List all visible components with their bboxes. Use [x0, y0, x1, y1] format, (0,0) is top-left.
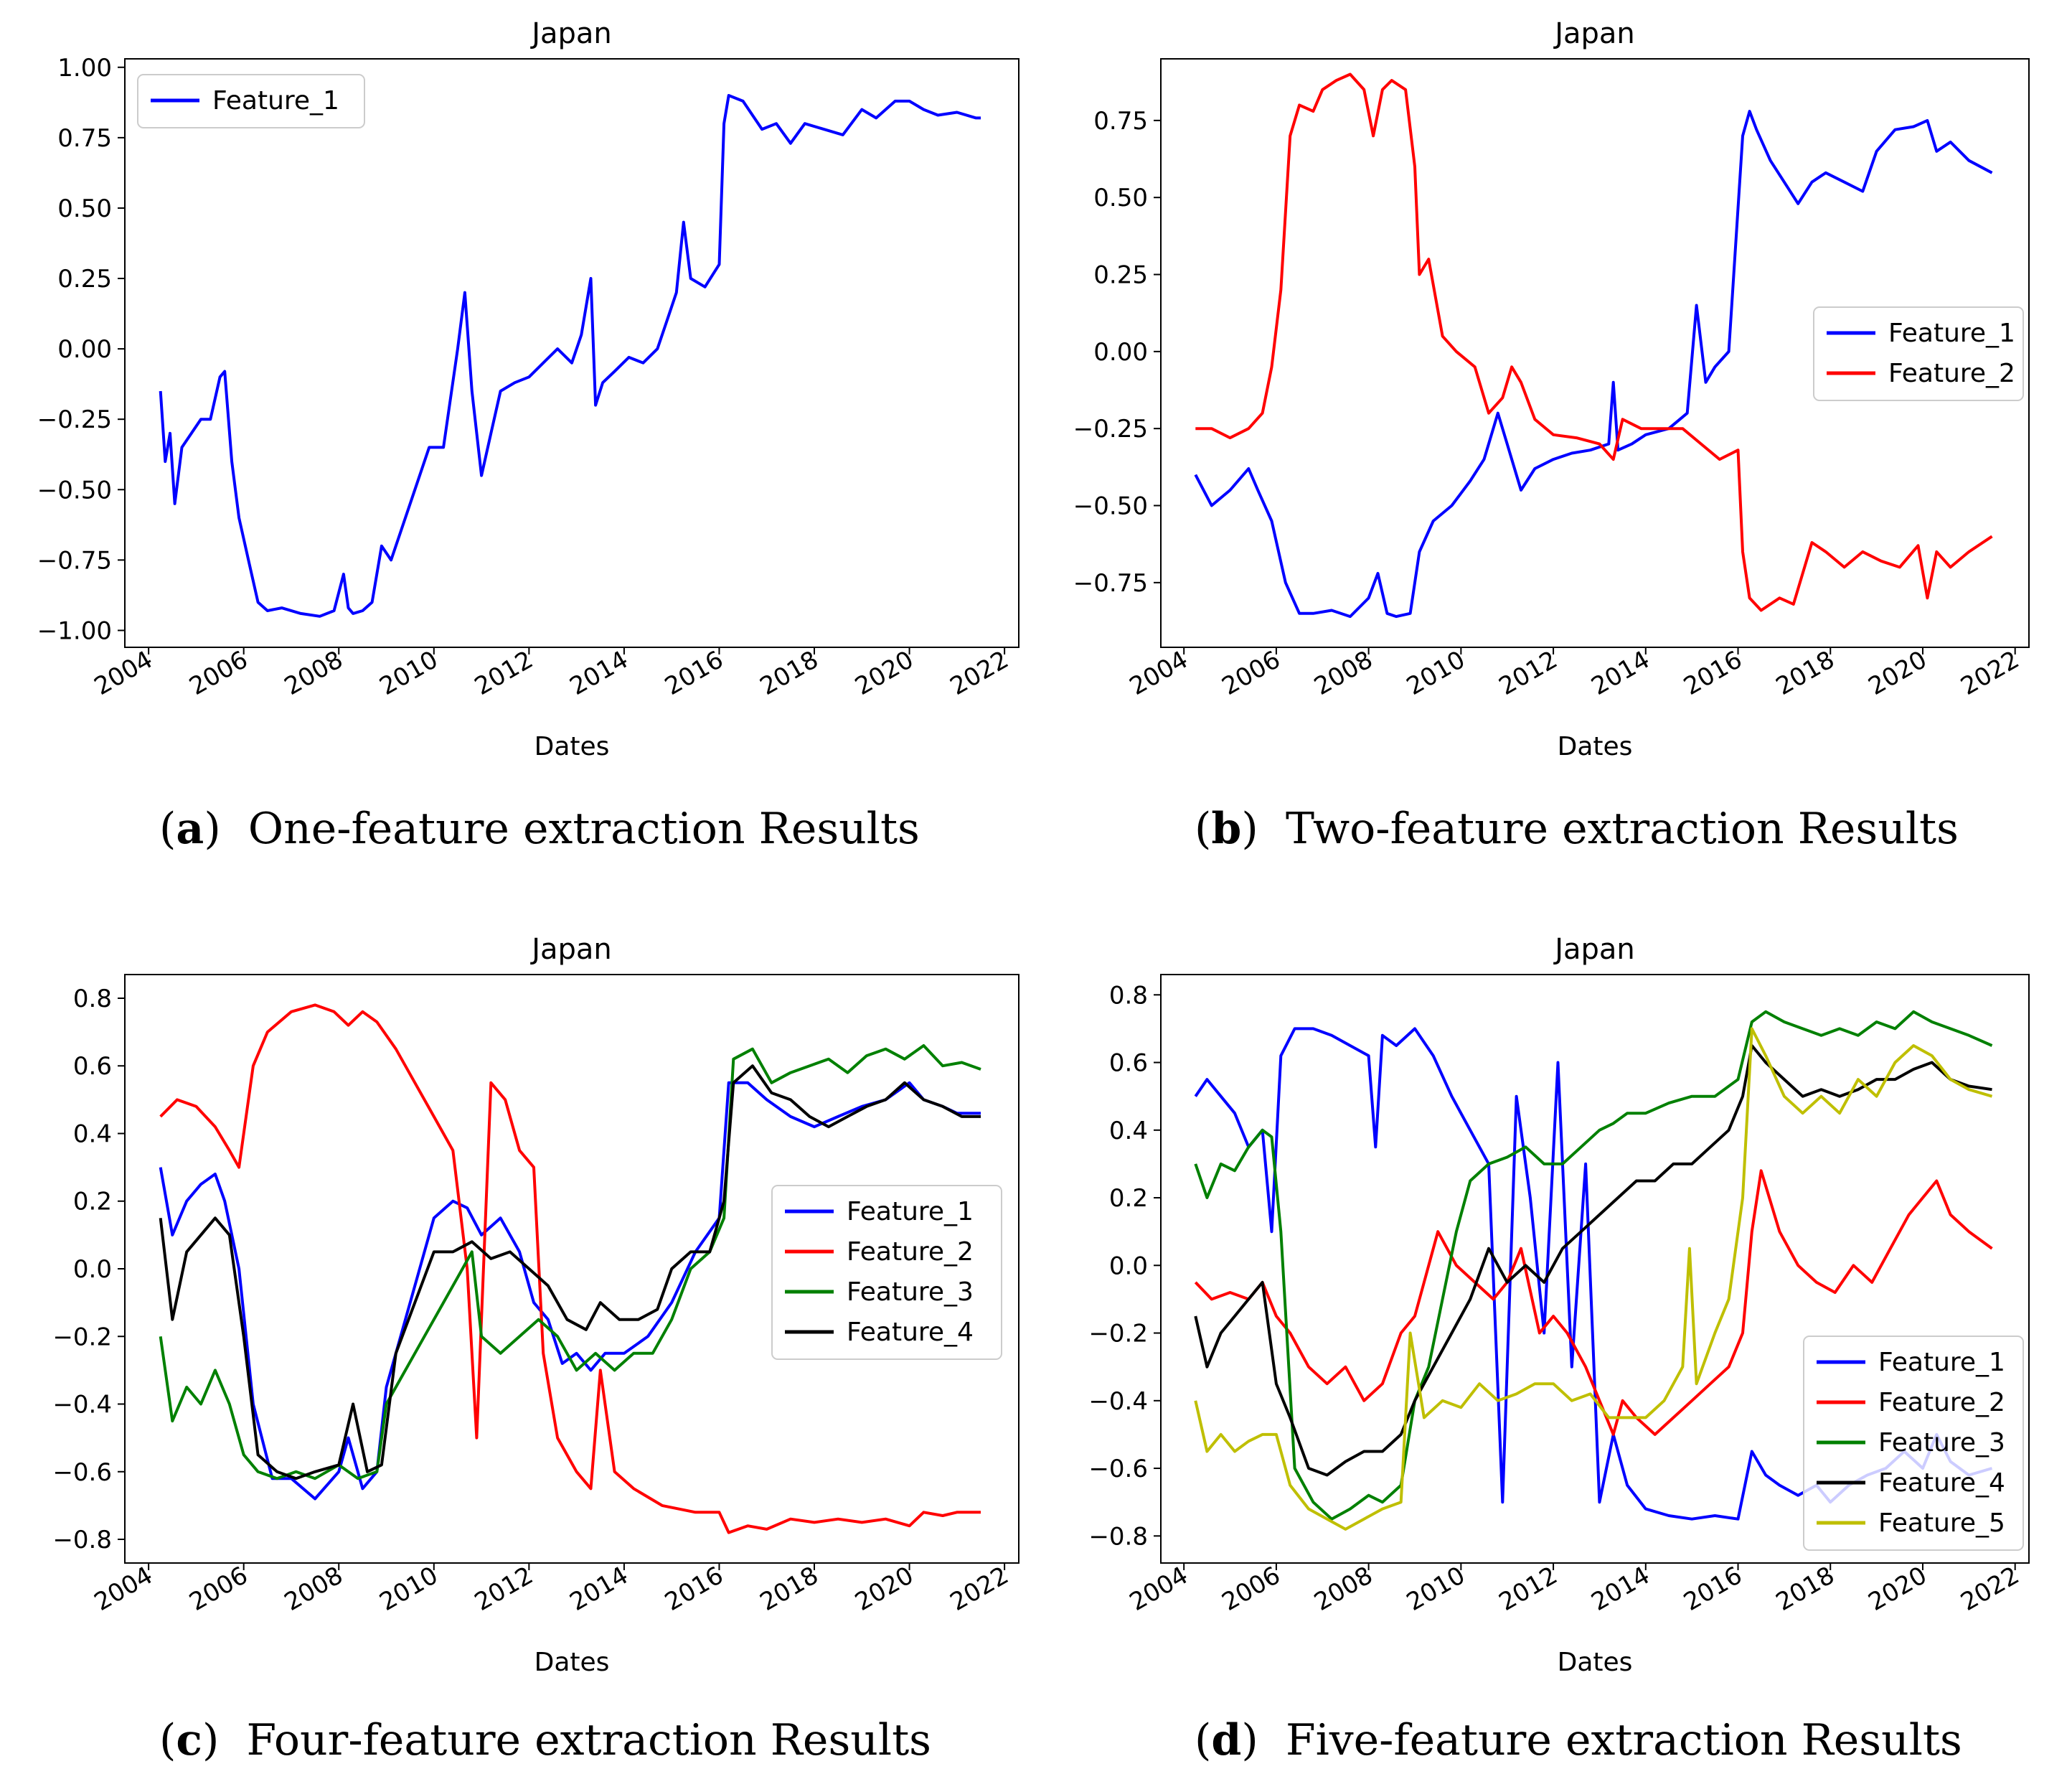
caption-b: (b) Two-feature extraction Results — [1195, 804, 1959, 854]
y-tick-label: 0.6 — [73, 1052, 112, 1081]
y-tick-label: 0.4 — [1109, 1117, 1148, 1145]
x-tick-label: 2022 — [1956, 1561, 2024, 1617]
y-tick-label: −0.25 — [1073, 415, 1148, 444]
y-tick-label: 0.8 — [73, 985, 112, 1013]
chart-title: Japan — [529, 933, 612, 966]
legend — [1813, 306, 2024, 401]
series-line-feature-1 — [1194, 110, 1993, 619]
x-tick-label: 2018 — [1771, 1561, 1840, 1617]
series-line-feature-2 — [1195, 72, 1993, 612]
x-axis-label: Dates — [535, 1648, 610, 1677]
legend-label: Feature_4 — [1878, 1468, 2005, 1498]
y-tick-label: 0.75 — [1093, 107, 1148, 136]
y-tick-label: 0.75 — [57, 124, 112, 153]
legend-label: Feature_1 — [212, 86, 339, 116]
y-tick-label: −0.6 — [52, 1458, 112, 1487]
y-tick-label: −0.2 — [1088, 1320, 1148, 1348]
x-tick-label: 2004 — [1125, 1561, 1193, 1617]
legend-label: Feature_1 — [1878, 1348, 2005, 1377]
y-tick-label: −0.2 — [52, 1323, 112, 1351]
caption-d: (d) Five-feature extraction Results — [1195, 1715, 1962, 1765]
x-axis-label: Dates — [1558, 1648, 1633, 1677]
x-tick-label: 2008 — [1309, 1561, 1378, 1617]
legend-label: Feature_3 — [847, 1277, 974, 1307]
legend-label: Feature_4 — [847, 1318, 974, 1347]
y-tick-label: 0.50 — [1093, 184, 1148, 212]
y-tick-label: 0.4 — [73, 1120, 112, 1148]
series-line-feature-2 — [1194, 1169, 1993, 1436]
series-line-feature-2 — [159, 1003, 981, 1534]
caption-c: (c) Four-feature extraction Results — [159, 1715, 931, 1765]
y-tick-label: 0.25 — [57, 265, 112, 294]
y-tick-label: 0.6 — [1109, 1049, 1148, 1078]
x-tick-label: 2014 — [1586, 1561, 1654, 1617]
series-line-feature-4 — [1194, 1044, 1992, 1477]
y-tick-label: −0.75 — [37, 546, 112, 575]
legend-label: Feature_1 — [847, 1197, 974, 1226]
y-tick-label: −0.4 — [52, 1391, 112, 1419]
legend-label: Feature_3 — [1878, 1428, 2005, 1458]
y-tick-label: −0.50 — [37, 476, 112, 504]
caption-a: (a) One-feature extraction Results — [159, 804, 920, 854]
plot-frame — [1160, 58, 2030, 648]
y-tick-label: 0.8 — [1109, 981, 1148, 1010]
chart-title: Japan — [1553, 17, 1635, 50]
legend — [771, 1185, 1002, 1360]
y-tick-label: 1.00 — [57, 54, 112, 83]
y-tick-label: 0.25 — [1093, 261, 1148, 290]
legend-label: Feature_5 — [1878, 1508, 2005, 1538]
y-tick-label: −0.6 — [1088, 1455, 1148, 1483]
legend — [137, 74, 365, 128]
x-tick-label: 2006 — [1217, 1561, 1285, 1617]
series-line-feature-1 — [159, 94, 981, 618]
y-tick-label: 0.0 — [73, 1255, 112, 1284]
plot-frame — [1160, 974, 2030, 1564]
y-tick-label: −0.8 — [1088, 1522, 1148, 1551]
chart-title: Japan — [1553, 933, 1635, 966]
series-line-feature-3 — [1194, 1010, 1993, 1521]
x-axis-label: Dates — [1558, 732, 1633, 761]
chart-title: Japan — [529, 17, 612, 50]
series-line-feature-3 — [159, 1044, 981, 1480]
series-line-feature-5 — [1194, 1027, 1993, 1531]
legend-label: Feature_2 — [847, 1237, 974, 1267]
y-tick-label: −1.00 — [37, 616, 112, 645]
y-tick-label: −0.8 — [52, 1526, 112, 1554]
y-tick-label: 0.00 — [57, 335, 112, 364]
y-tick-label: 0.2 — [73, 1188, 112, 1216]
y-tick-label: 0.50 — [57, 194, 112, 223]
legend — [1803, 1336, 2024, 1551]
y-tick-label: −0.25 — [37, 405, 112, 434]
x-tick-label: 2012 — [1494, 1561, 1563, 1617]
y-tick-label: 0.00 — [1093, 338, 1148, 367]
y-tick-label: −0.50 — [1073, 492, 1148, 521]
x-tick-label: 2016 — [1679, 1561, 1747, 1617]
y-tick-label: −0.4 — [1088, 1387, 1148, 1416]
x-tick-label: 2010 — [1402, 1561, 1470, 1617]
y-tick-label: −0.75 — [1073, 569, 1148, 598]
y-tick-label: 0.2 — [1109, 1184, 1148, 1213]
y-tick-label: 0.0 — [1109, 1252, 1148, 1280]
x-axis-label: Dates — [535, 732, 610, 761]
legend-label: Feature_2 — [1888, 359, 2015, 388]
plot-frame — [124, 58, 1019, 648]
series-line-feature-4 — [159, 1064, 981, 1480]
legend-label: Feature_1 — [1888, 319, 2015, 348]
legend-label: Feature_2 — [1878, 1388, 2005, 1417]
x-tick-label: 2020 — [1864, 1561, 1932, 1617]
